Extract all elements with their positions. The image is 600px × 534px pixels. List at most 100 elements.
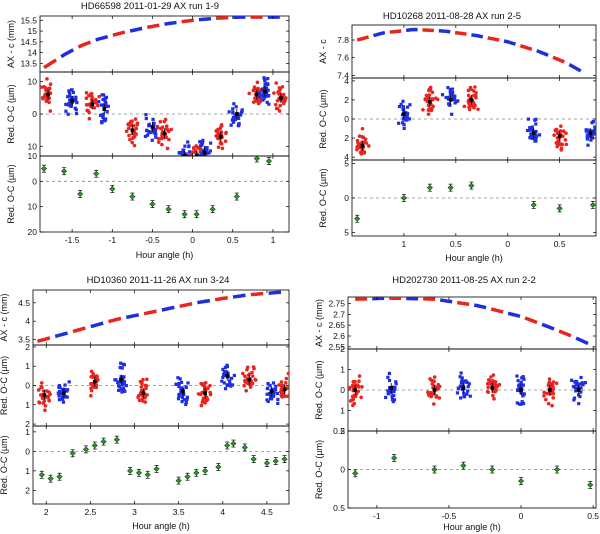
oc-point xyxy=(542,390,547,395)
oc-point xyxy=(563,138,568,142)
oc-point xyxy=(544,397,548,402)
oc-point xyxy=(465,380,469,385)
oc-point xyxy=(177,385,181,389)
oc-point xyxy=(190,150,195,154)
top-ytick-label: 2.55 xyxy=(328,342,345,352)
oc-point xyxy=(261,98,265,102)
oc-point xyxy=(276,401,280,406)
top-axes xyxy=(39,15,290,73)
oc-point xyxy=(564,131,568,136)
oc-point xyxy=(460,378,464,383)
oc-point xyxy=(592,129,596,133)
oc-point xyxy=(253,377,258,382)
bot-ytick-label: 5 xyxy=(344,228,349,238)
binned-oc xyxy=(352,181,596,223)
oc-point xyxy=(586,143,590,147)
ax-curve-segment xyxy=(575,336,589,346)
oc-point xyxy=(177,394,181,398)
binned-point xyxy=(431,466,438,473)
oc-point xyxy=(119,361,123,365)
oc-point xyxy=(196,160,200,164)
oc-point xyxy=(223,365,227,370)
oc-point xyxy=(48,82,53,87)
oc-point xyxy=(41,97,45,101)
top-ylabel: AX - c (mm) xyxy=(314,299,324,347)
oc-point xyxy=(237,122,241,126)
oc-point xyxy=(223,139,228,144)
mid-ytick-label: 1 xyxy=(25,361,30,371)
oc-point xyxy=(203,155,207,156)
binned-oc xyxy=(40,156,289,219)
oc-point xyxy=(561,129,566,134)
oc-point xyxy=(274,81,279,85)
panel-title: HD66598 2011-01-29 AX run 1-9 xyxy=(81,1,219,12)
oc-point xyxy=(271,394,275,398)
mid-ylabel: Red. O-C (µm) xyxy=(318,89,328,148)
oc-point xyxy=(277,109,282,113)
oc-point xyxy=(220,379,224,383)
oc-point xyxy=(105,110,109,114)
top-ylabel: AX - c (mm) xyxy=(6,20,16,68)
binned-oc xyxy=(348,454,596,489)
binned-point xyxy=(127,468,134,474)
oc-point xyxy=(255,99,260,103)
oc-point xyxy=(194,161,198,165)
oc-point xyxy=(209,141,213,145)
oc-point xyxy=(432,402,436,406)
oc-point xyxy=(520,400,524,404)
xtick-label: 4.5 xyxy=(261,507,273,517)
ax-curve-segment xyxy=(214,296,228,302)
oc-point xyxy=(397,104,402,109)
oc-point xyxy=(144,116,148,121)
oc-scatter xyxy=(33,361,289,412)
oc-point xyxy=(271,381,276,385)
oc-point xyxy=(450,92,454,97)
oc-point xyxy=(394,380,398,384)
oc-point xyxy=(571,384,576,389)
oc-point xyxy=(145,129,149,133)
oc-point xyxy=(488,378,492,383)
oc-point xyxy=(458,384,462,388)
oc-point xyxy=(387,371,391,376)
mid-ytick-label: 0 xyxy=(344,114,349,124)
oc-point xyxy=(405,111,410,116)
oc-point xyxy=(554,381,559,386)
oc-point xyxy=(227,110,231,114)
oc-point xyxy=(589,138,593,142)
oc-point xyxy=(466,385,470,389)
oc-point xyxy=(431,104,435,109)
oc-point xyxy=(120,366,124,370)
mid-ytick-label: 4 xyxy=(344,76,349,86)
oc-point xyxy=(387,378,392,383)
oc-point xyxy=(179,380,184,384)
oc-point xyxy=(569,378,574,382)
oc-point xyxy=(386,375,390,379)
oc-point xyxy=(257,91,262,95)
oc-point xyxy=(519,380,523,384)
oc-point xyxy=(530,136,534,140)
oc-point xyxy=(360,385,364,389)
oc-point xyxy=(48,109,53,113)
binned-point xyxy=(82,446,90,453)
oc-binned-point xyxy=(428,100,432,104)
oc-point xyxy=(432,391,436,396)
oc-point xyxy=(252,366,256,371)
oc-point xyxy=(205,146,209,150)
oc-point xyxy=(120,390,124,394)
oc-point xyxy=(209,158,212,161)
oc-point xyxy=(350,394,355,399)
oc-point xyxy=(471,89,476,93)
oc-point xyxy=(243,380,248,384)
binned-point xyxy=(352,470,359,477)
oc-point xyxy=(522,377,526,381)
oc-point xyxy=(267,102,271,106)
oc-point xyxy=(216,145,221,150)
oc-point xyxy=(275,106,280,111)
oc-point xyxy=(392,389,396,394)
bot-ytick-label: 0 xyxy=(32,176,37,186)
oc-point xyxy=(591,119,595,124)
oc-point xyxy=(176,397,181,401)
oc-point xyxy=(247,91,252,96)
oc-point xyxy=(120,381,124,385)
oc-point xyxy=(427,393,431,398)
